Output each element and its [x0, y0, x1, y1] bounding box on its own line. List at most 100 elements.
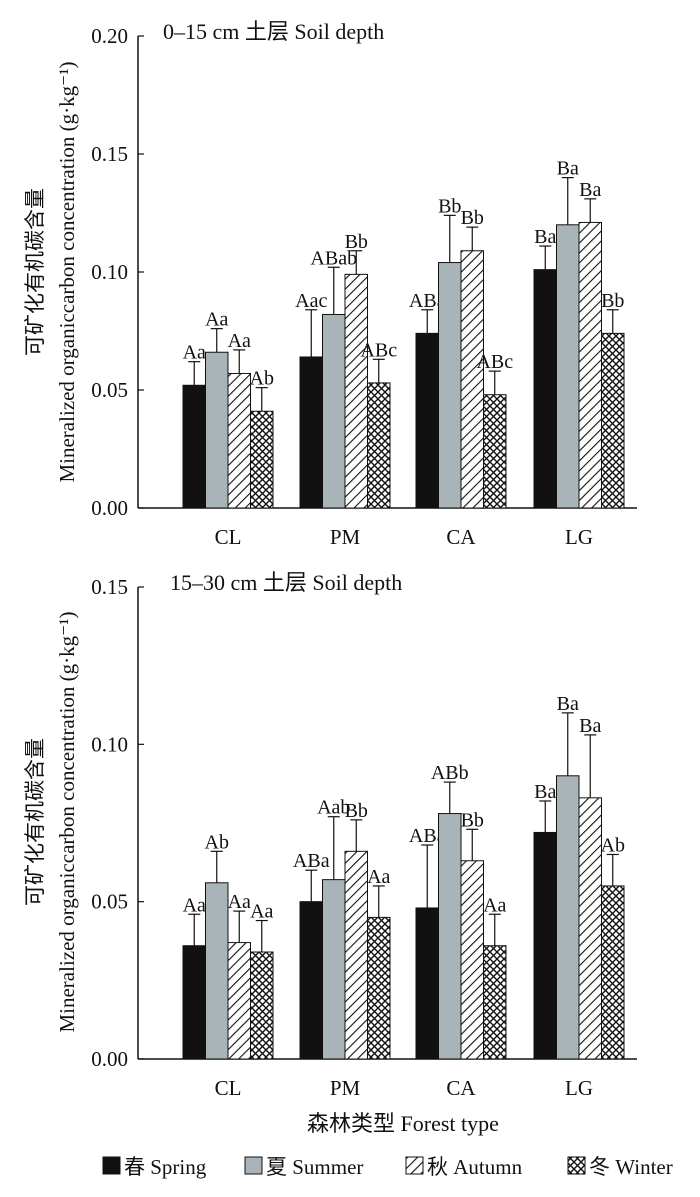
significance-label: Ba: [557, 158, 579, 180]
y-tick-label: 0.15: [91, 142, 128, 166]
x-axis-label: 森林类型 Forest type: [307, 1111, 499, 1136]
legend-item-autumn: 秋 Autumn: [405, 1155, 523, 1179]
x-tick-label: PM: [330, 1076, 361, 1100]
x-tick-label: LG: [565, 1076, 593, 1100]
significance-label: Aa: [228, 330, 251, 352]
bar-autumn-ca: [460, 250, 484, 509]
bar-spring-cl: [182, 384, 206, 509]
significance-label: Aa: [250, 901, 273, 923]
top-chart-panel: 0–15 cm 土层 Soil depth 可矿化有机碳含量 Mineraliz…: [23, 19, 637, 549]
bottom-chart-panel: 15–30 cm 土层 Soil depth 可矿化有机碳含量 Minerali…: [23, 570, 637, 1136]
bar-winter-ca: [483, 945, 507, 1060]
bar-summer-lg: [556, 775, 580, 1060]
bar-winter-pm: [367, 382, 391, 509]
legend-swatch-summer: [244, 1156, 263, 1175]
significance-label: ABb: [431, 762, 469, 784]
bar-summer-cl: [205, 882, 229, 1060]
significance-label: Aa: [183, 342, 206, 364]
x-tick-label: CL: [215, 525, 242, 549]
x-tick-label: CL: [215, 1076, 242, 1100]
legend-swatch-autumn: [405, 1156, 424, 1175]
significance-label: Aac: [295, 290, 327, 312]
significance-label: Ba: [579, 179, 601, 201]
bar-autumn-lg: [578, 797, 602, 1060]
top-chart-ylabel-en: Mineralized organiccarbon concentration …: [55, 61, 79, 482]
bar-winter-cl: [250, 951, 274, 1060]
significance-label: ABc: [476, 351, 513, 373]
significance-label: ABa: [409, 825, 446, 847]
bar-summer-pm: [322, 879, 346, 1060]
y-tick-label: 0.05: [91, 378, 128, 402]
bar-autumn-pm: [344, 850, 368, 1060]
x-tick-label: CA: [446, 525, 476, 549]
significance-label: ABa: [409, 290, 446, 312]
bar-winter-pm: [367, 916, 391, 1060]
bar-spring-pm: [299, 901, 323, 1060]
legend-item-spring: 春 Spring: [102, 1155, 207, 1179]
significance-label: Bb: [461, 207, 484, 229]
significance-label: Aa: [228, 891, 251, 913]
y-tick-label: 0.20: [91, 24, 128, 48]
bar-spring-cl: [182, 945, 206, 1060]
bar-autumn-lg: [578, 221, 602, 509]
bar-winter-cl: [250, 410, 274, 509]
significance-label: Bb: [345, 231, 368, 253]
y-tick-label: 0.00: [91, 496, 128, 520]
legend-label-autumn: 秋 Autumn: [427, 1155, 523, 1179]
legend-item-summer: 夏 Summer: [244, 1155, 363, 1179]
bar-spring-lg: [533, 831, 557, 1060]
bar-summer-lg: [556, 224, 580, 509]
bar-autumn-pm: [344, 273, 368, 509]
significance-label: Ab: [205, 831, 229, 853]
bar-spring-ca: [415, 332, 439, 509]
legend-label-winter: 冬 Winter: [589, 1155, 673, 1179]
legend-item-winter: 冬 Winter: [567, 1155, 673, 1179]
significance-label: Aa: [483, 894, 506, 916]
legend-label-spring: 春 Spring: [124, 1155, 207, 1179]
significance-label: Ba: [579, 715, 601, 737]
bar-winter-ca: [483, 394, 507, 509]
y-tick-label: 0.00: [91, 1047, 128, 1071]
legend-swatch-spring: [102, 1156, 121, 1175]
bar-summer-ca: [438, 262, 462, 509]
y-tick-label: 0.10: [91, 260, 128, 284]
significance-label: Bb: [438, 195, 461, 217]
significance-label: Aa: [367, 866, 390, 888]
y-tick-label: 0.10: [91, 732, 128, 756]
legend-swatch-winter: [567, 1156, 586, 1175]
bar-winter-lg: [601, 332, 625, 509]
significance-label: Ba: [534, 781, 556, 803]
x-tick-label: CA: [446, 1076, 476, 1100]
bar-spring-lg: [533, 269, 557, 509]
legend: 春 Spring 夏 Summer 秋 Autumn 冬 Winter: [102, 1155, 673, 1179]
significance-label: Aab: [317, 797, 350, 819]
bar-spring-pm: [299, 356, 323, 509]
significance-label: ABa: [293, 850, 330, 872]
significance-label: Bb: [345, 800, 368, 822]
significance-label: ABab: [310, 247, 357, 269]
legend-label-summer: 夏 Summer: [266, 1155, 363, 1179]
bar-spring-ca: [415, 907, 439, 1060]
top-chart-title: 0–15 cm 土层 Soil depth: [163, 19, 384, 44]
bar-winter-lg: [601, 885, 625, 1060]
bar-summer-ca: [438, 813, 462, 1060]
bar-summer-pm: [322, 313, 346, 509]
top-chart-ylabel-cn: 可矿化有机碳含量: [23, 188, 47, 356]
bottom-chart-title: 15–30 cm 土层 Soil depth: [170, 570, 402, 595]
y-tick-label: 0.05: [91, 890, 128, 914]
bar-autumn-cl: [227, 942, 251, 1060]
significance-label: ABc: [360, 339, 397, 361]
significance-label: Ab: [250, 368, 274, 390]
significance-label: Ba: [557, 693, 579, 715]
bottom-chart-ylabel-cn: 可矿化有机碳含量: [23, 738, 47, 906]
top-chart-plot: 0.000.050.100.150.20AaAaAaAbCLAacABabBbA…: [91, 24, 637, 549]
bar-autumn-ca: [460, 860, 484, 1060]
significance-label: Aa: [183, 894, 206, 916]
significance-label: Aa: [205, 309, 228, 331]
x-tick-label: LG: [565, 525, 593, 549]
bar-summer-cl: [205, 351, 229, 509]
significance-label: Ab: [601, 834, 625, 856]
bottom-chart-ylabel-en: Mineralized organiccarbon concentration …: [55, 611, 79, 1032]
